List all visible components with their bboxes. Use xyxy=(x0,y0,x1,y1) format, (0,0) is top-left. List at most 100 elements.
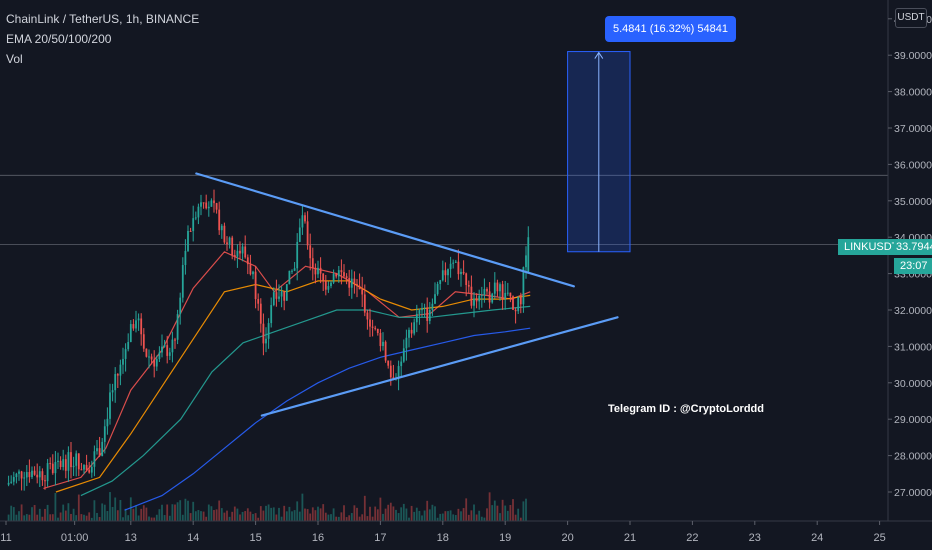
candle-down xyxy=(49,463,52,465)
candle-up xyxy=(431,303,434,311)
volume-bar xyxy=(361,514,364,521)
candle-down xyxy=(311,258,314,268)
volume-bar xyxy=(207,504,210,521)
volume-bar xyxy=(379,497,382,521)
price-tick-label: 38.0000 xyxy=(894,87,932,99)
volume-bar xyxy=(405,508,408,521)
volume-bar xyxy=(88,512,91,521)
time-tick-label: 25 xyxy=(873,532,885,544)
volume-bar xyxy=(462,508,465,521)
volume-bar xyxy=(434,506,436,521)
measure-arrow-head xyxy=(594,51,604,59)
candle-down xyxy=(340,270,343,273)
volume-bar xyxy=(80,514,83,521)
volume-bar xyxy=(31,507,33,521)
candle-down xyxy=(174,339,176,341)
volume-bar xyxy=(75,515,78,521)
volume-bar xyxy=(413,511,416,521)
measure-box[interactable] xyxy=(567,51,631,253)
candle-down xyxy=(41,471,44,481)
time-tick-label: 20 xyxy=(561,532,573,544)
candle-up xyxy=(109,392,111,419)
volume-bar xyxy=(496,505,499,521)
candle-up xyxy=(350,278,353,288)
volume-bar xyxy=(49,514,52,521)
candle-down xyxy=(475,298,478,302)
candle-up xyxy=(480,295,483,297)
volume-bar xyxy=(67,503,70,521)
volume-bar xyxy=(293,510,296,521)
volume-bar xyxy=(366,516,369,521)
candle-down xyxy=(379,333,382,347)
volume-bar xyxy=(418,510,421,521)
candle-down xyxy=(512,296,514,310)
candle-up xyxy=(418,310,421,314)
volume-bar xyxy=(517,508,520,521)
candle-down xyxy=(231,237,234,256)
telegram-annotation[interactable]: Telegram ID : @CryptoLorddd xyxy=(608,403,764,415)
trendlines[interactable] xyxy=(195,172,619,417)
volume-bar xyxy=(262,510,265,521)
candle-up xyxy=(460,271,462,275)
volume-bar xyxy=(202,511,205,521)
candle-up xyxy=(127,341,130,350)
volume-bar xyxy=(85,515,88,521)
candle-down xyxy=(215,203,218,210)
symbol-title[interactable]: ChainLink / TetherUS, 1h, BINANCE xyxy=(6,12,200,26)
volume-bar xyxy=(272,507,275,521)
volume-bar xyxy=(447,511,449,521)
volume-bar xyxy=(205,516,208,521)
candle-down xyxy=(486,289,488,292)
candle-down xyxy=(470,286,473,306)
volume-bar xyxy=(12,507,15,521)
volume-bar xyxy=(348,515,351,521)
volume-bar xyxy=(374,506,377,521)
candle-up xyxy=(278,296,280,299)
volume-bar xyxy=(337,516,340,521)
volume-legend[interactable]: Vol xyxy=(6,52,23,66)
candle-down xyxy=(239,250,241,254)
volume-bar xyxy=(475,514,478,521)
candle-up xyxy=(96,448,98,452)
candle-up xyxy=(402,348,405,362)
candle-down xyxy=(244,246,247,258)
currency-button[interactable]: USDT xyxy=(895,8,927,28)
candle-up xyxy=(176,314,179,340)
volume-bar xyxy=(64,510,67,521)
candle-up xyxy=(337,270,340,277)
volume-bar xyxy=(506,510,509,521)
candle-up xyxy=(454,261,457,263)
candle-up xyxy=(423,307,426,309)
candle-up xyxy=(122,358,124,365)
candle-down xyxy=(389,365,392,378)
volume-bar xyxy=(106,511,109,521)
volume-bar xyxy=(332,508,335,521)
candle-up xyxy=(171,339,174,353)
candle-up xyxy=(506,292,509,294)
candle-down xyxy=(44,480,46,482)
volume-bar xyxy=(512,499,514,521)
volume-bar xyxy=(356,507,358,521)
volume-bar xyxy=(470,510,473,521)
volume-bar xyxy=(228,516,231,521)
volume-bar xyxy=(158,509,161,521)
candle-up xyxy=(124,349,127,359)
candle-down xyxy=(410,329,413,334)
volume-bar xyxy=(36,514,39,521)
candle-down xyxy=(64,459,67,471)
time-tick-label: 19 xyxy=(499,532,511,544)
volume-bar xyxy=(239,514,241,521)
candle-down xyxy=(356,284,358,286)
candle-up xyxy=(236,250,239,257)
candle-down xyxy=(374,327,377,329)
candle-down xyxy=(142,334,145,349)
indicator-legend[interactable]: EMA 20/50/100/200 xyxy=(6,32,112,46)
volume-bar xyxy=(254,513,257,521)
volume-bars xyxy=(7,492,527,521)
volume-bar xyxy=(28,514,31,521)
candle-down xyxy=(257,299,260,304)
candle-up xyxy=(265,338,267,344)
volume-bar xyxy=(522,501,525,521)
candle-up xyxy=(522,267,525,305)
